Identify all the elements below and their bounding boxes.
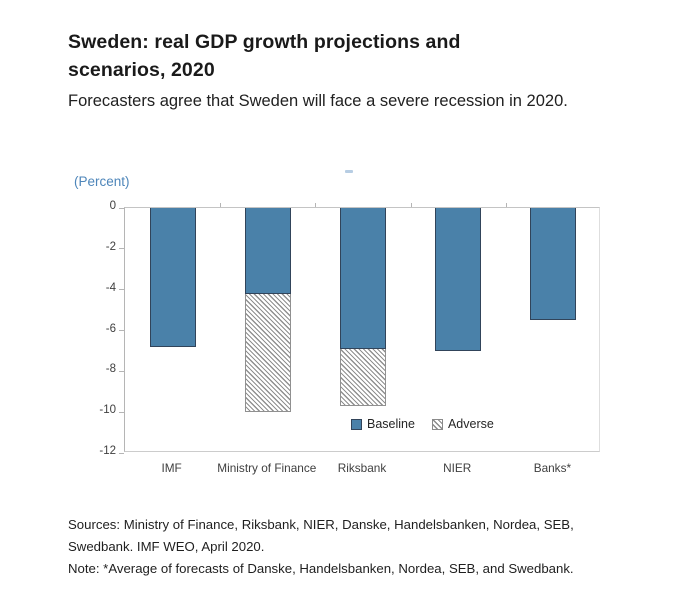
baseline-swatch-icon (351, 418, 362, 430)
y-tick-label: -4 (105, 281, 116, 294)
x-axis-tick (505, 203, 507, 207)
adverse-swatch-icon (431, 418, 443, 430)
y-tick-label: -8 (105, 363, 116, 376)
y-axis-tick (119, 248, 124, 250)
legend-baseline-label: Baseline (367, 417, 415, 431)
bar-adverse-segment (340, 348, 386, 407)
footer: Sources: Ministry of Finance, Riksbank, … (68, 514, 600, 580)
bar-baseline (530, 208, 577, 321)
y-axis-tick (119, 452, 124, 454)
x-axis-tick (220, 203, 222, 207)
x-axis-tick (315, 203, 317, 207)
bar-adverse-segment (244, 293, 291, 413)
plot-area: Baseline Adverse (119, 203, 600, 454)
x-category-label: Ministry of Finance (217, 461, 317, 475)
bar-baseline (340, 208, 386, 349)
y-axis-tick (119, 330, 124, 331)
y-axis-labels: 0 -2 -4 -6 -8 -10 -12 (0, 200, 116, 457)
legend: Baseline Adverse (351, 417, 494, 431)
x-category-label: IMF (161, 461, 182, 475)
y-axis-tick (119, 289, 124, 291)
y-axis-tick (119, 370, 124, 372)
legend-item-adverse: Adverse (431, 417, 494, 431)
figure-title: Sweden: real GDP growth projections and … (68, 31, 461, 81)
x-axis-labels: IMF Ministry of Finance Riksbank NIER Banks* (124, 461, 600, 477)
y-axis-tick (119, 207, 124, 209)
percent-unit-label: (Percent) (74, 174, 130, 189)
y-axis-tick (119, 411, 124, 413)
bar-baseline (244, 208, 291, 294)
y-tick-label: -12 (99, 445, 116, 457)
bar-baseline (149, 208, 196, 347)
y-tick-label: -10 (99, 404, 116, 417)
sources-text: Sources: Ministry of Finance, Riksbank, … (68, 517, 574, 554)
bar-baseline (435, 208, 482, 351)
x-category-label: NIER (443, 461, 472, 475)
x-axis-tick (410, 203, 412, 207)
x-category-label: Riksbank (337, 461, 387, 475)
x-category-label: Banks* (533, 461, 572, 475)
mini-dash-artifact (345, 170, 353, 173)
y-tick-label: -2 (105, 240, 116, 253)
figure-subtitle: Forecasters agree that Sweden will face … (68, 92, 568, 110)
legend-adverse-label: Adverse (447, 417, 494, 431)
note-text: Note: *Average of forecasts of Danske, H… (68, 561, 574, 576)
y-tick-label: 0 (109, 200, 116, 212)
y-tick-label: -6 (105, 322, 116, 335)
legend-item-baseline: Baseline (351, 417, 415, 431)
